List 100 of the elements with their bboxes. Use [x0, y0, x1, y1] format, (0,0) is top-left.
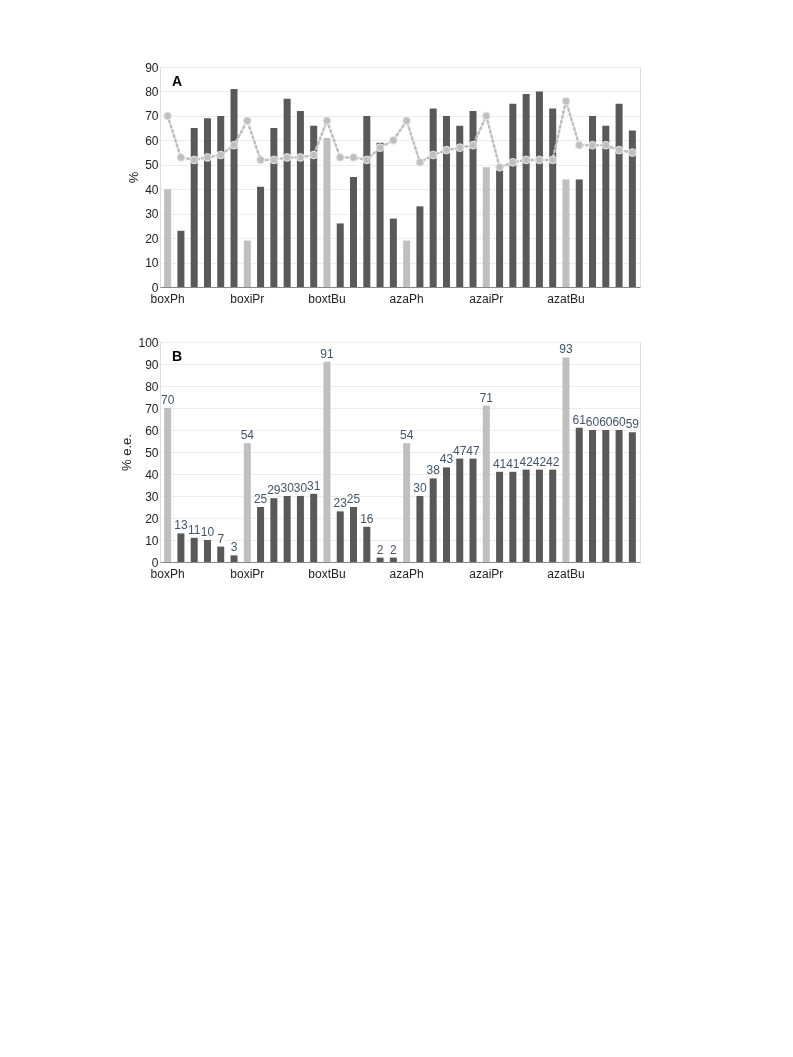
bar	[549, 469, 557, 562]
y-tick-label: 30	[145, 489, 159, 504]
data-label: 61	[572, 412, 587, 427]
bar	[270, 498, 278, 562]
bar	[456, 458, 464, 562]
bar	[442, 467, 450, 562]
bar	[243, 443, 251, 562]
bar	[389, 218, 397, 287]
point	[508, 157, 518, 167]
bar	[283, 98, 291, 287]
y-tick-label: 40	[145, 182, 159, 197]
bar	[575, 179, 583, 287]
bar	[628, 432, 636, 562]
point	[296, 153, 305, 162]
point	[216, 150, 226, 160]
bar	[549, 108, 557, 287]
bar	[403, 443, 411, 562]
bar	[230, 555, 238, 562]
data-label: 7	[217, 531, 225, 546]
data-label: 47	[466, 443, 481, 458]
point	[362, 155, 372, 165]
data-label: 42	[546, 454, 560, 469]
point	[428, 150, 438, 160]
point	[375, 143, 385, 153]
data-label: 23	[333, 496, 348, 511]
bar	[589, 115, 597, 287]
data-label: 42	[532, 454, 547, 469]
bar	[509, 103, 517, 287]
y-tick-label: 20	[145, 511, 159, 526]
bar	[416, 496, 424, 562]
y-tick-label: 70	[145, 401, 159, 416]
point	[309, 150, 319, 160]
data-label: 38	[426, 463, 441, 478]
point	[561, 96, 571, 106]
bar	[429, 108, 437, 287]
bar	[496, 169, 504, 287]
point	[455, 143, 465, 153]
x-tick-label: boxtBu	[308, 566, 346, 581]
bar	[575, 427, 583, 562]
data-label: 47	[453, 443, 467, 458]
bar	[283, 496, 291, 562]
bar	[296, 496, 304, 562]
bar	[257, 186, 265, 287]
data-label: 70	[160, 393, 175, 407]
y-tick-label: 90	[145, 357, 159, 372]
data-label: 54	[240, 428, 255, 443]
bar	[602, 125, 610, 287]
point	[176, 153, 186, 162]
bar	[310, 493, 318, 562]
data-label: 2	[390, 542, 398, 557]
data-label: 25	[346, 492, 361, 506]
bar	[562, 179, 570, 287]
point	[322, 116, 332, 126]
data-label: 30	[280, 481, 295, 495]
point	[189, 155, 199, 165]
point	[627, 148, 637, 157]
data-label: 91	[320, 346, 334, 361]
y-tick-label: 90	[145, 60, 159, 75]
point	[242, 116, 252, 126]
x-tick-label: azaPh	[389, 566, 424, 581]
point	[468, 140, 478, 150]
bar	[496, 471, 504, 562]
point	[415, 157, 425, 167]
bar	[522, 93, 530, 287]
bar	[336, 223, 344, 287]
data-label: 3	[230, 540, 238, 555]
point	[402, 116, 412, 126]
chart-title: B	[172, 348, 183, 364]
y-axis-title: %	[126, 171, 142, 184]
bar	[509, 471, 517, 562]
point	[269, 155, 279, 165]
x-tick-label: azaiPr	[469, 566, 504, 581]
y-tick-label: 40	[145, 467, 159, 482]
x-tick-label: azaPh	[389, 291, 424, 306]
point	[521, 155, 531, 165]
point	[335, 153, 345, 162]
point	[614, 145, 624, 155]
x-tick-label: azatBu	[547, 291, 585, 306]
y-tick-label: 70	[145, 109, 159, 124]
point	[588, 140, 597, 150]
bar	[535, 91, 543, 287]
data-label: 60	[585, 415, 600, 429]
point	[495, 162, 504, 172]
data-label: 43	[439, 452, 454, 467]
data-label: 93	[559, 342, 573, 357]
data-label: 30	[293, 481, 308, 495]
point	[229, 140, 239, 150]
bar	[296, 111, 304, 287]
y-tick-label: 50	[145, 158, 159, 173]
bar	[389, 557, 397, 562]
data-label: 71	[479, 390, 494, 405]
bar	[469, 458, 477, 562]
y-tick-label: 100	[138, 335, 159, 350]
bar	[429, 478, 437, 562]
data-label: 29	[267, 483, 281, 498]
bar	[469, 111, 477, 287]
point	[256, 155, 265, 165]
y-tick-label: 30	[145, 207, 159, 222]
bar	[310, 125, 318, 287]
bar	[177, 230, 185, 287]
